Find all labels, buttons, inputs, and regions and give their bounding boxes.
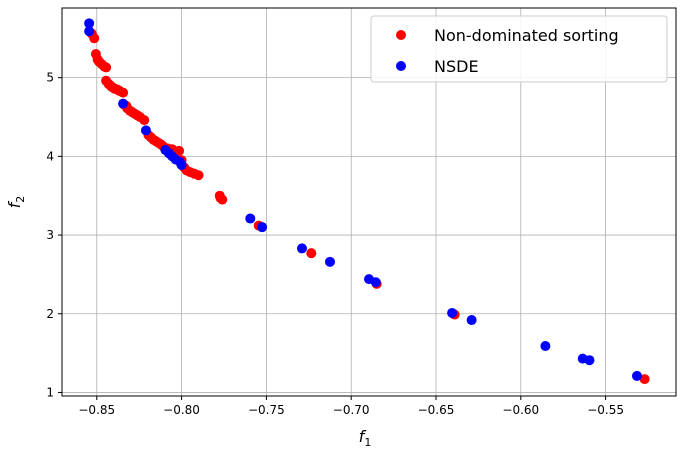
point-nsde	[631, 370, 642, 381]
point-nsde	[245, 213, 256, 224]
axis-ticks: −0.85 −0.80 −0.75 −0.70 −0.65 −0.60 −0.55 1 2 3 4 5	[46, 71, 624, 417]
point-nsde	[324, 256, 335, 267]
x-tick-label: −0.85	[78, 403, 115, 417]
point-nsde	[257, 222, 268, 233]
point-non-dominated	[101, 62, 112, 73]
x-tick-label: −0.70	[333, 403, 370, 417]
legend-label-non-dominated: Non-dominated sorting	[434, 26, 619, 45]
y-tick-label: 5	[46, 71, 54, 85]
point-non-dominated	[139, 115, 150, 126]
legend-marker-non-dominated	[396, 30, 406, 40]
grid	[62, 8, 676, 396]
x-tick-label: −0.75	[248, 403, 285, 417]
legend-label-nsde: NSDE	[434, 57, 479, 76]
point-non-dominated	[217, 194, 228, 205]
legend-marker-nsde	[396, 61, 406, 71]
x-tick-label: −0.60	[502, 403, 539, 417]
x-tick-label: −0.55	[587, 403, 624, 417]
data-points	[84, 18, 650, 385]
point-nsde	[84, 18, 95, 29]
point-nsde	[466, 315, 477, 326]
point-nsde	[84, 26, 95, 37]
point-non-dominated	[118, 87, 129, 98]
y-tick-label: 4	[46, 149, 54, 163]
point-non-dominated	[306, 248, 317, 259]
y-tick-label: 3	[46, 228, 54, 242]
y-tick-label: 2	[46, 307, 54, 321]
point-nsde	[297, 243, 308, 254]
point-non-dominated	[89, 33, 100, 44]
point-nsde	[140, 125, 151, 136]
point-nsde	[584, 355, 595, 366]
point-nsde	[118, 98, 129, 109]
legend: Non-dominated sorting NSDE	[370, 15, 668, 83]
x-tick-label: −0.80	[163, 403, 200, 417]
y-axis-label: f2	[5, 196, 27, 209]
legend-box	[370, 15, 668, 83]
point-non-dominated	[174, 145, 185, 156]
x-axis-label: f1	[359, 427, 372, 449]
y-tick-label: 1	[46, 385, 54, 399]
plot-frame	[61, 7, 677, 397]
point-nsde	[176, 160, 187, 171]
point-non-dominated	[639, 374, 650, 385]
point-nsde	[540, 341, 551, 352]
point-nsde	[370, 277, 381, 288]
x-tick-label: −0.65	[418, 403, 455, 417]
point-nsde	[447, 307, 458, 318]
point-non-dominated	[193, 170, 204, 181]
